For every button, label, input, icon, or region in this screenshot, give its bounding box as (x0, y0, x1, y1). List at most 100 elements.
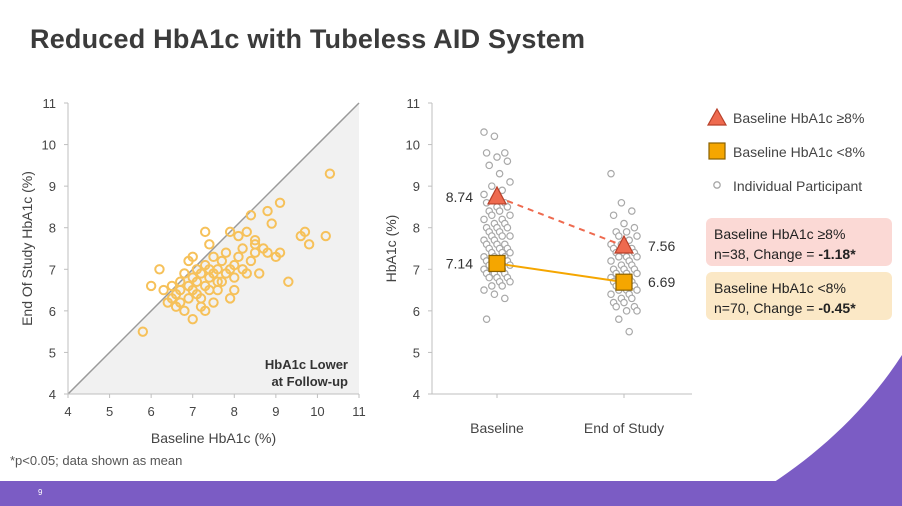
participant-point (609, 211, 618, 220)
scatter-point (229, 259, 240, 271)
scatter-point (191, 276, 203, 287)
footnote: *p<0.05; data shown as mean (10, 453, 183, 468)
scatter-point (224, 226, 236, 238)
scatter-point (324, 168, 336, 179)
participant-point (622, 228, 631, 236)
line-y-tick-label: 9 (413, 179, 420, 194)
participant-point (620, 219, 628, 228)
participant-point (503, 203, 512, 211)
scatter-point (320, 230, 331, 242)
series-low-line (496, 262, 625, 284)
line-x-tick-label: Baseline (470, 420, 524, 436)
scatter-x-axis-label: Baseline HbA1c (%) (151, 430, 276, 446)
participant-point (506, 178, 514, 186)
participant-point (482, 149, 491, 157)
value-label-high-end: 7.56 (648, 238, 675, 254)
scatter-y-tick-label: 8 (49, 221, 56, 236)
scatter-point (274, 247, 286, 258)
scatter-x-tick-label: 6 (148, 404, 155, 419)
scatter-point (137, 326, 149, 337)
participant-point (633, 307, 641, 315)
line-y-tick-label: 5 (413, 345, 420, 360)
participant-point (627, 294, 636, 303)
line-y-tick-label: 7 (413, 262, 420, 277)
participant-point (498, 282, 507, 290)
line-y-tick-label: 4 (413, 387, 420, 402)
scatter-point (175, 276, 186, 287)
scatter-point (179, 268, 190, 279)
scatter-point (212, 276, 223, 287)
series-high-marker (487, 185, 507, 205)
scatter-point (154, 264, 165, 275)
scatter-point (274, 197, 286, 208)
scatter-point (195, 268, 207, 279)
participant-point (480, 128, 488, 136)
summary-low-prefix: n=70, Change = (714, 300, 819, 316)
scatter-point (166, 280, 178, 292)
participant-point (622, 307, 631, 315)
participant-point (490, 290, 499, 299)
scatter-point (199, 226, 211, 238)
scatter-point (187, 313, 198, 325)
series-high-marker (614, 234, 634, 254)
value-label-low-baseline: 7.14 (446, 255, 473, 271)
scatter-x-tick-label: 5 (106, 404, 113, 419)
participant-point (498, 232, 507, 240)
participant-point (607, 257, 615, 265)
participant-point (617, 198, 626, 207)
scatter-x-tick-label: 10 (310, 404, 324, 419)
legend-label-high: Baseline HbA1c ≥8% (733, 110, 865, 126)
triangle-icon (706, 107, 728, 126)
scatter-point (262, 247, 273, 258)
scatter-point (195, 293, 207, 304)
scatter-point (229, 272, 240, 283)
square-icon (708, 142, 726, 160)
scatter-point (254, 268, 265, 279)
scatter-point (241, 268, 252, 279)
summary-high-line1: Baseline HbA1c ≥8% (714, 226, 846, 242)
value-label-low-end: 6.69 (648, 274, 675, 290)
scatter-point (233, 230, 244, 242)
participant-point (480, 190, 488, 199)
line-x-tick-label: End of Study (584, 420, 664, 436)
footer-bar (0, 481, 902, 506)
participant-point (506, 277, 514, 286)
line-y-tick-label: 6 (413, 304, 420, 319)
participant-point (506, 248, 514, 257)
scatter-annotation-line2: at Follow-up (271, 374, 348, 389)
summary-low-change: -0.45* (818, 300, 856, 316)
scatter-y-tick-label: 9 (49, 179, 56, 194)
participant-point (482, 315, 491, 323)
scatter-point (299, 226, 311, 238)
scatter-x-tick-label: 9 (272, 404, 279, 419)
scatter-point (220, 247, 232, 258)
scatter-point (204, 264, 215, 275)
participant-point (614, 253, 623, 261)
scatter-x-tick-label: 11 (352, 404, 366, 419)
scatter-point (187, 251, 198, 263)
identity-line (67, 102, 360, 395)
participant-point (633, 253, 641, 261)
legend-label-participant: Individual Participant (733, 178, 863, 194)
participant-point (607, 290, 615, 299)
summary-box-high: Baseline HbA1c ≥8% n=38, Change = -1.18* (706, 218, 892, 266)
line-y-tick-label: 11 (407, 96, 421, 111)
participant-point (614, 315, 623, 323)
series-low-marker (615, 273, 633, 291)
line-y-tick-label: 10 (406, 138, 420, 153)
participant-point (487, 182, 496, 190)
scatter-point (249, 234, 261, 246)
scatter-point (229, 284, 240, 296)
scatter-point (233, 251, 244, 263)
scatter-point (183, 293, 194, 304)
summary-high-prefix: n=38, Change = (714, 246, 819, 262)
scatter-point (245, 255, 257, 267)
scatter-point (208, 297, 219, 308)
summary-high-line2: n=38, Change = -1.18* (714, 244, 884, 264)
participant-point (490, 132, 499, 141)
circle-icon (713, 181, 721, 189)
participant-point (487, 282, 496, 290)
participant-point (495, 207, 504, 215)
participant-point (630, 223, 639, 232)
scatter-y-tick-label: 7 (49, 262, 56, 277)
